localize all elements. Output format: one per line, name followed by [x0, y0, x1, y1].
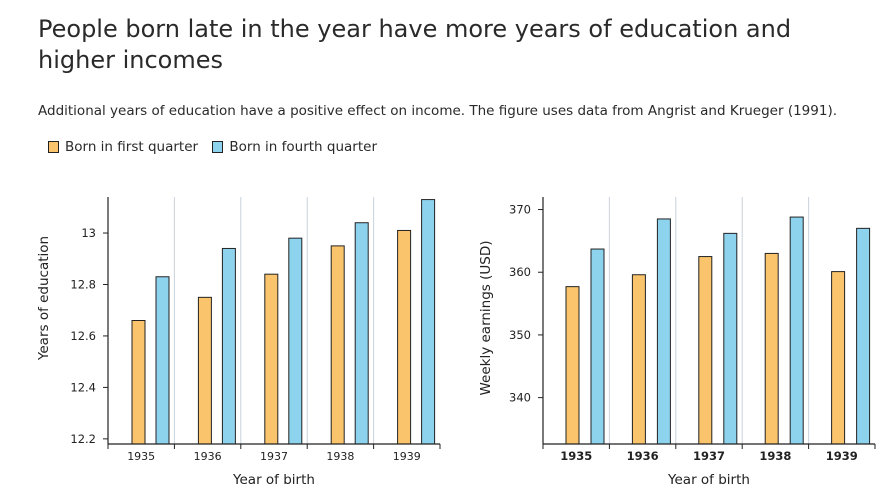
earnings-bar-first-quarter-1937 [698, 256, 713, 445]
legend-item-first-quarter: Born in first quarter [48, 139, 198, 155]
education-x-tick-label: 1937 [260, 450, 288, 463]
education-y-tick-label: 13 [81, 226, 96, 240]
education-x-tick-label: 1939 [393, 450, 421, 463]
earnings-y-tick-label: 370 [509, 203, 531, 217]
legend: Born in first quarter Born in fourth qua… [48, 139, 387, 157]
earnings-bar-first-quarter-1938 [764, 252, 779, 445]
education-x-axis-title: Year of birth [232, 472, 315, 488]
legend-item-fourth-quarter: Born in fourth quarter [212, 139, 377, 155]
chart-subtitle: Additional years of education have a pos… [38, 103, 837, 119]
earnings-bar-first-quarter-1935 [565, 286, 580, 445]
earnings-y-tick-label: 340 [509, 391, 531, 405]
earnings-y-tick-label: 350 [509, 328, 531, 342]
education-y-tick-label: 12.4 [70, 380, 96, 394]
education-x-tick-label: 1936 [194, 450, 222, 463]
education-x-tick-label: 1938 [326, 450, 354, 463]
education-y-tick-label: 12.2 [70, 432, 96, 446]
legend-label-first-quarter: Born in first quarter [65, 139, 199, 155]
legend-swatch-first-quarter [48, 141, 59, 153]
legend-label-fourth-quarter: Born in fourth quarter [229, 139, 377, 155]
legend-swatch-fourth-quarter [212, 141, 224, 153]
earnings-y-tick-label: 360 [509, 265, 531, 279]
earnings-bar-fourth-quarter-1937 [723, 232, 738, 445]
chart-title: People born late in the year have more y… [38, 15, 792, 74]
education-y-tick-label: 12.8 [70, 277, 96, 291]
earnings-bar-first-quarter-1939 [831, 271, 846, 445]
earnings-y-axis-title: Weekly earnings (USD) [478, 240, 494, 395]
earnings-bar-fourth-quarter-1938 [789, 216, 804, 445]
earnings-x-tick-label: 1937 [693, 449, 725, 463]
education-y-axis-title: Years of education [36, 236, 52, 361]
education-x-tick-label: 1935 [127, 450, 155, 463]
earnings-x-tick-label: 1939 [826, 449, 858, 463]
education-y-tick-label: 12.6 [70, 329, 96, 343]
earnings-bar-fourth-quarter-1935 [590, 248, 605, 445]
earnings-x-tick-label: 1936 [627, 449, 659, 463]
earnings-x-tick-label: 1935 [560, 449, 592, 463]
earnings-x-tick-label: 1938 [759, 449, 791, 463]
earnings-bar-fourth-quarter-1939 [856, 227, 871, 445]
earnings-bar-fourth-quarter-1936 [656, 218, 671, 445]
earnings-bar-first-quarter-1936 [631, 274, 646, 445]
earnings-x-axis-title: Year of birth [667, 472, 750, 488]
